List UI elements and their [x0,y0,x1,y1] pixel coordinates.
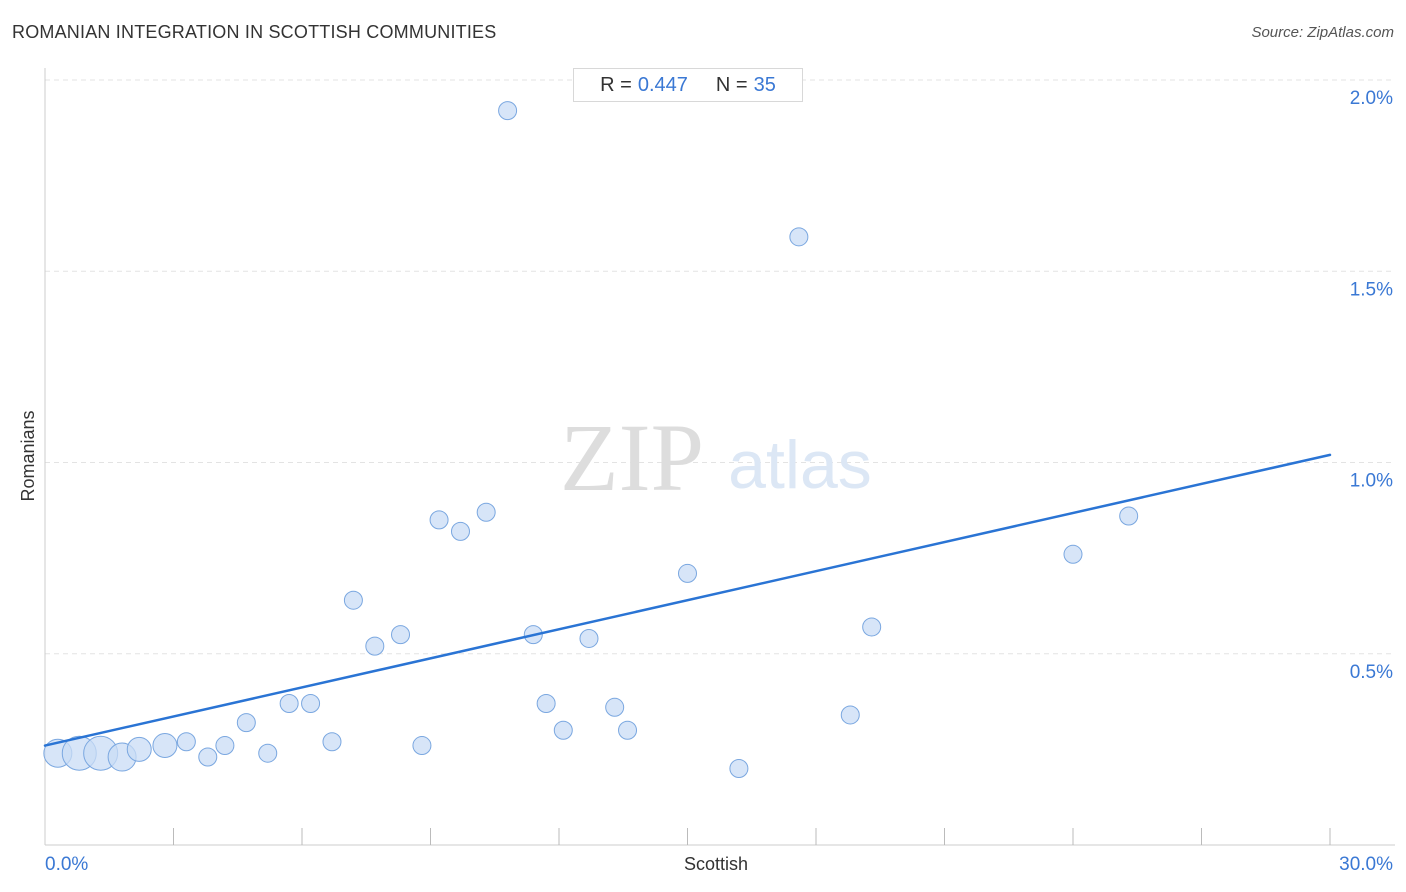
data-point-16 [391,625,411,645]
data-point-23 [536,693,556,713]
y-tick-label-2: 1.5% [1350,279,1393,300]
source-label: Source: ZipAtlas.com [1251,24,1394,41]
data-point-9 [236,713,256,733]
grid-lines [45,79,1395,655]
data-point-11 [279,693,299,713]
data-point-14 [343,590,363,610]
data-point-27 [618,720,638,740]
y-tick-label-1: 1.0% [1350,471,1393,492]
data-point-20 [476,502,496,522]
r-value: 0.447 [637,73,688,96]
data-point-10 [258,743,278,763]
data-point-31 [840,705,860,725]
data-point-33 [1063,544,1083,564]
data-point-26 [605,697,625,717]
data-point-6 [176,732,196,752]
data-point-18 [429,510,449,530]
watermark-zip: ZIP [560,404,704,511]
data-point-32 [862,617,882,637]
trend-line-group [43,453,1332,747]
y-tick-label-0: 0.5% [1350,662,1393,683]
data-point-19 [450,521,470,541]
trend-line [43,453,1332,747]
axes: 0.5% 1.0% 1.5% 2.0% 0.0% 30.0% [44,68,1395,875]
x-tick-label-1: 30.0% [1339,854,1393,875]
chart-title: ROMANIAN INTEGRATION IN SCOTTISH COMMUNI… [12,22,497,42]
y-tick-label-3: 2.0% [1350,88,1393,109]
data-point-8 [215,736,235,756]
data-point-34 [1119,506,1139,526]
data-point-12 [301,693,321,713]
data-point-30 [789,227,809,247]
data-points [43,101,1139,778]
r-label: R = [600,73,632,96]
data-point-28 [678,563,697,583]
x-axis-label: Scottish [684,854,748,874]
data-point-24 [553,720,573,740]
x-tick-label-0: 0.0% [45,854,88,875]
data-point-5 [152,733,178,759]
watermark-atlas: atlas [728,427,872,503]
n-label: N = [715,73,748,96]
data-point-17 [412,736,432,756]
watermark: ZIP atlas [560,404,872,511]
axis-labels: Scottish Romanians [18,410,748,874]
correlation-box: R = 0.447 N = 35 [573,68,803,102]
n-value: 35 [753,73,776,96]
data-point-4 [126,736,152,762]
y-axis-label: Romanians [18,410,38,501]
data-point-25 [579,628,599,648]
data-point-15 [365,636,385,656]
data-point-13 [322,732,342,752]
data-point-7 [198,747,218,767]
data-point-21 [498,101,518,121]
data-point-29 [729,759,749,778]
